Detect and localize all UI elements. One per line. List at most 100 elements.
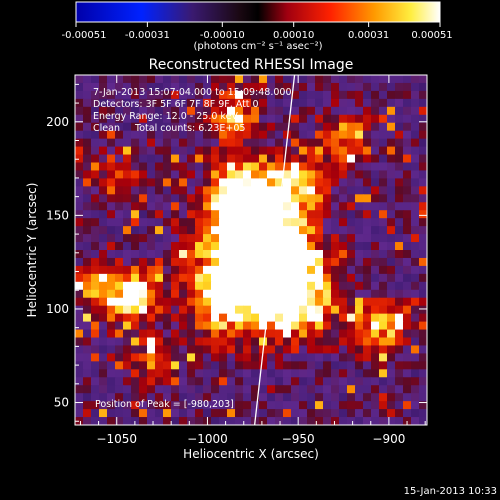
heatmap-cell: [107, 385, 116, 394]
heatmap-cell: [259, 393, 268, 402]
heatmap-cell: [419, 146, 427, 156]
heatmap-cell: [163, 75, 172, 84]
heatmap-cell: [379, 345, 388, 355]
heatmap-cell: [155, 321, 164, 331]
heatmap-cell: [139, 170, 148, 180]
heatmap-cell: [355, 329, 364, 339]
heatmap-cell: [411, 98, 420, 108]
heatmap-cell: [171, 321, 180, 331]
heatmap-cell: [283, 234, 292, 243]
heatmap-cell: [411, 257, 420, 267]
heatmap-cell: [211, 385, 220, 394]
heatmap-cell: [315, 321, 324, 331]
heatmap-cell: [403, 210, 412, 219]
heatmap-cell: [211, 265, 220, 275]
heatmap-cell: [315, 337, 324, 347]
heatmap-cell: [163, 313, 172, 323]
heatmap-cell: [403, 170, 412, 180]
heatmap-cell: [275, 409, 284, 418]
heatmap-cell: [243, 417, 252, 425]
heatmap-cell: [291, 377, 300, 386]
heatmap-cell: [347, 401, 356, 410]
heatmap-cell: [211, 361, 220, 370]
heatmap-cell: [363, 305, 372, 315]
heatmap-cell: [219, 130, 228, 140]
heatmap-cell: [275, 313, 284, 323]
heatmap-cell: [363, 242, 372, 251]
heatmap-cell: [115, 122, 124, 132]
heatmap-cell: [291, 186, 300, 195]
heatmap-cell: [187, 170, 196, 180]
heatmap-cell: [195, 305, 204, 315]
heatmap-cell: [411, 146, 420, 156]
heatmap-cell: [75, 377, 84, 386]
heatmap-cell: [275, 353, 284, 362]
heatmap-cell: [211, 313, 220, 323]
heatmap-cell: [403, 234, 412, 243]
heatmap-cell: [371, 257, 380, 267]
heatmap-cell: [227, 345, 236, 355]
heatmap-cell: [339, 265, 348, 275]
heatmap-cell: [315, 361, 324, 370]
heatmap-cell: [347, 138, 356, 148]
heatmap-cell: [139, 401, 148, 410]
heatmap-cell: [323, 226, 332, 235]
heatmap-cell: [235, 313, 244, 323]
heatmap-cell: [147, 90, 156, 100]
heatmap-cell: [331, 361, 340, 370]
heatmap-cell: [243, 218, 252, 227]
heatmap-cell: [171, 90, 180, 100]
heatmap-cell: [147, 321, 156, 331]
heatmap-cell: [243, 130, 252, 140]
heatmap-cell: [75, 281, 84, 291]
heatmap-cell: [403, 361, 412, 370]
heatmap-cell: [291, 226, 300, 235]
heatmap-cell: [363, 361, 372, 370]
heatmap-cell: [299, 257, 308, 267]
heatmap-cell: [227, 178, 236, 187]
heatmap-cell: [411, 281, 420, 291]
heatmap-cell: [179, 289, 188, 299]
heatmap-cell: [331, 226, 340, 235]
heatmap-cell: [347, 361, 356, 370]
heatmap-cell: [259, 162, 268, 172]
heatmap-cell: [403, 154, 412, 164]
heatmap-cell: [83, 273, 92, 283]
heatmap-cell: [275, 369, 284, 378]
heatmap-cell: [195, 210, 204, 219]
heatmap-cell: [291, 98, 300, 108]
heatmap-cell: [83, 218, 92, 227]
heatmap-cell: [147, 154, 156, 164]
x-axis-tick-label: −1000: [187, 432, 228, 446]
heatmap-cell: [259, 90, 268, 100]
heatmap-cell: [387, 305, 396, 315]
heatmap-cell: [371, 393, 380, 402]
heatmap-cell: [131, 281, 140, 291]
heatmap-cell: [323, 385, 332, 394]
heatmap-cell: [315, 417, 324, 425]
heatmap-cell: [195, 250, 204, 259]
heatmap-cell: [411, 369, 420, 378]
heatmap-cell: [211, 257, 220, 267]
heatmap-cell: [331, 313, 340, 323]
heatmap-cell: [131, 289, 140, 299]
heatmap-cell: [115, 106, 124, 116]
heatmap-cell: [355, 257, 364, 267]
heatmap-cell: [411, 273, 420, 283]
heatmap-cell: [163, 250, 172, 259]
heatmap-cell: [115, 202, 124, 211]
heatmap-cell: [115, 361, 124, 370]
heatmap-cell: [387, 401, 396, 410]
heatmap-cell: [147, 417, 156, 425]
heatmap-cell: [387, 289, 396, 299]
heatmap-cell: [171, 82, 180, 92]
heatmap-cell: [163, 130, 172, 140]
heatmap-cell: [115, 170, 124, 180]
heatmap-cell: [243, 353, 252, 362]
heatmap-cell: [83, 345, 92, 355]
heatmap-cell: [139, 345, 148, 355]
y-axis-tick-label: 200: [46, 115, 69, 129]
heatmap-cell: [123, 138, 132, 148]
heatmap-cell: [363, 281, 372, 291]
heatmap-cell: [299, 162, 308, 172]
